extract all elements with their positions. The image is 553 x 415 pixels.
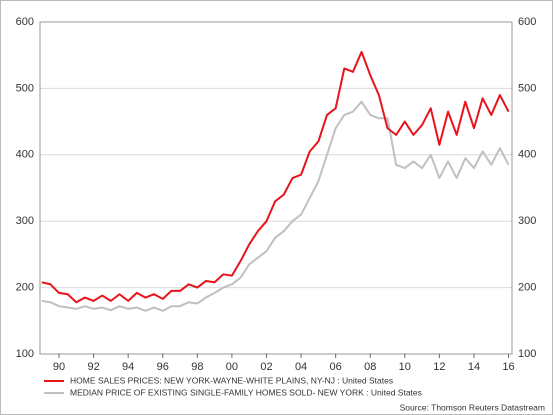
legend-label: MEDIAN PRICE OF EXISTING SINGLE-FAMILY H… <box>70 387 422 397</box>
series-line <box>41 50 510 304</box>
x-tick-label: 04 <box>295 361 307 373</box>
series-line <box>41 100 510 312</box>
y-tick-label: 100 <box>16 348 34 360</box>
y-tick-label: 300 <box>16 215 34 227</box>
y2-tick-label: 500 <box>518 82 536 94</box>
y-tick-label: 500 <box>16 82 34 94</box>
source: Source: Thomson Reuters Datastream <box>400 402 545 412</box>
y-tick-label: 600 <box>16 16 34 28</box>
x-tick-label: 02 <box>260 361 272 373</box>
y2-tick-label: 200 <box>518 282 536 294</box>
x-tick-label: 16 <box>502 361 514 373</box>
y2-tick-label: 600 <box>518 16 536 28</box>
x-tick-label: 06 <box>330 361 342 373</box>
y-tick-label: 400 <box>16 149 34 161</box>
x-tick-label: 14 <box>468 361 480 373</box>
plot-border <box>39 21 513 355</box>
x-tick-label: 94 <box>122 361 134 373</box>
x-tick-label: 98 <box>191 361 203 373</box>
x-tick-label: 00 <box>226 361 238 373</box>
x-tick-label: 92 <box>87 361 99 373</box>
y2-tick-label: 100 <box>518 348 536 360</box>
x-tick-label: 90 <box>53 361 65 373</box>
x-tick-label: 08 <box>364 361 376 373</box>
y2-tick-label: 400 <box>518 149 536 161</box>
y-tick-label: 200 <box>16 282 34 294</box>
x-tick-label: 10 <box>399 361 411 373</box>
x-tick-label: 96 <box>157 361 169 373</box>
y2-tick-label: 300 <box>518 215 536 227</box>
x-tick-label: 12 <box>433 361 445 373</box>
legend-label: HOME SALES PRICES: NEW YORK-WAYNE-WHITE … <box>70 375 393 385</box>
